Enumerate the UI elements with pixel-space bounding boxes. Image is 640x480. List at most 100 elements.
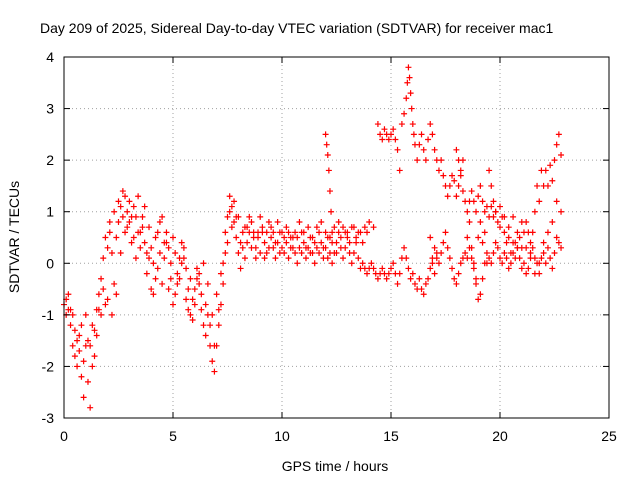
data-point	[115, 198, 122, 205]
data-point	[479, 275, 486, 282]
data-point	[202, 301, 209, 308]
data-point	[255, 234, 262, 241]
data-point	[470, 198, 477, 205]
data-point	[156, 249, 163, 256]
data-point	[390, 260, 397, 267]
data-point	[401, 244, 408, 251]
data-point	[257, 249, 264, 256]
data-point	[379, 265, 386, 272]
data-point	[285, 229, 292, 236]
data-point	[98, 275, 105, 282]
y-tick-label: 2	[46, 152, 54, 168]
x-tick-label: 20	[492, 428, 508, 444]
y-axis-label: SDTVAR / TECUs	[6, 181, 22, 293]
data-point	[553, 141, 560, 148]
data-point	[492, 208, 499, 215]
data-point	[503, 239, 510, 246]
data-point	[217, 270, 224, 277]
data-point	[464, 208, 471, 215]
data-point	[457, 172, 464, 179]
data-point	[183, 296, 190, 303]
data-point	[331, 224, 338, 231]
data-point	[165, 244, 172, 251]
data-point	[473, 280, 480, 287]
data-point	[178, 260, 185, 267]
data-point	[510, 239, 517, 246]
data-point	[394, 146, 401, 153]
data-point	[143, 249, 150, 256]
data-point	[410, 131, 417, 138]
data-point	[438, 157, 445, 164]
data-point	[551, 157, 558, 164]
data-point	[486, 255, 493, 262]
data-point	[324, 255, 331, 262]
data-point	[440, 239, 447, 246]
data-point	[67, 306, 74, 313]
y-tick-label: 0	[46, 255, 54, 271]
data-point	[111, 208, 118, 215]
data-point	[323, 141, 330, 148]
data-point	[329, 229, 336, 236]
data-point	[87, 342, 94, 349]
data-point	[143, 270, 150, 277]
data-point	[302, 244, 309, 251]
data-point	[198, 291, 205, 298]
data-point	[146, 224, 153, 231]
data-point	[348, 260, 355, 267]
data-point	[163, 229, 170, 236]
data-point	[501, 229, 508, 236]
data-point	[241, 255, 248, 262]
data-point	[379, 136, 386, 143]
data-point	[146, 255, 153, 262]
data-point	[187, 275, 194, 282]
data-point	[91, 353, 98, 360]
data-point	[538, 255, 545, 262]
data-point	[483, 260, 490, 267]
data-point	[353, 234, 360, 241]
data-point	[540, 239, 547, 246]
data-point	[167, 260, 174, 267]
data-point	[494, 219, 501, 226]
data-point	[67, 322, 74, 329]
data-point	[475, 234, 482, 241]
data-point	[540, 249, 547, 256]
data-point	[241, 224, 248, 231]
data-point	[553, 234, 560, 241]
data-point	[78, 373, 85, 380]
data-point	[137, 244, 144, 251]
data-point	[431, 146, 438, 153]
data-point	[383, 275, 390, 282]
data-point	[536, 198, 543, 205]
data-point	[329, 239, 336, 246]
data-point	[433, 255, 440, 262]
data-point	[117, 249, 124, 256]
data-point	[462, 249, 469, 256]
data-point	[320, 244, 327, 251]
data-point	[174, 280, 181, 287]
data-point	[337, 234, 344, 241]
data-point	[440, 172, 447, 179]
data-point	[479, 239, 486, 246]
data-point	[244, 239, 251, 246]
data-point	[544, 182, 551, 189]
data-point	[359, 260, 366, 267]
data-point	[525, 265, 532, 272]
data-point	[429, 131, 436, 138]
data-point	[518, 265, 525, 272]
data-point	[527, 239, 534, 246]
data-point	[296, 219, 303, 226]
data-point	[451, 177, 458, 184]
data-point	[326, 234, 333, 241]
data-point	[405, 265, 412, 272]
data-point	[385, 136, 392, 143]
data-point	[433, 249, 440, 256]
data-point	[490, 198, 497, 205]
data-point	[324, 151, 331, 158]
data-point	[202, 332, 209, 339]
data-point	[193, 275, 200, 282]
data-point	[555, 239, 562, 246]
data-point	[189, 296, 196, 303]
data-point	[231, 198, 238, 205]
data-point	[248, 244, 255, 251]
data-point	[505, 224, 512, 231]
